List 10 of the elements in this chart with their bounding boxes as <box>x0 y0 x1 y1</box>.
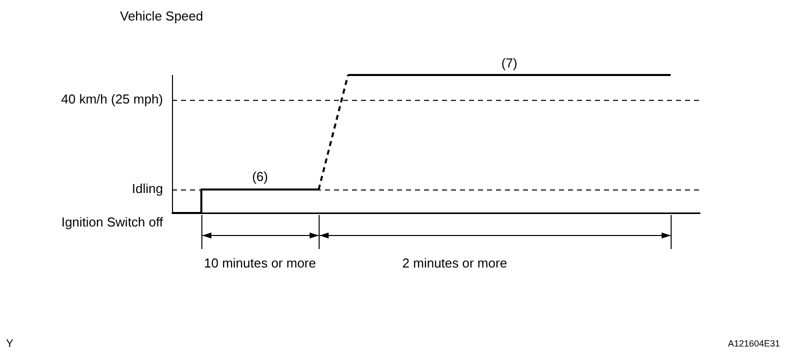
y-axis-title: Vehicle Speed <box>120 8 204 24</box>
text: Y <box>6 338 14 350</box>
ref-line-label: Ignition Switch off <box>61 214 164 230</box>
annotation: (6) <box>252 169 268 184</box>
ref-line-label: Idling <box>132 181 163 196</box>
text: 10 minutes or more <box>204 256 316 271</box>
ref-line-label: 40 km/h (25 mph) <box>61 91 163 106</box>
text: (7) <box>501 56 518 71</box>
text: A121604E31 <box>728 338 780 348</box>
text: 2 minutes or more <box>402 256 508 271</box>
